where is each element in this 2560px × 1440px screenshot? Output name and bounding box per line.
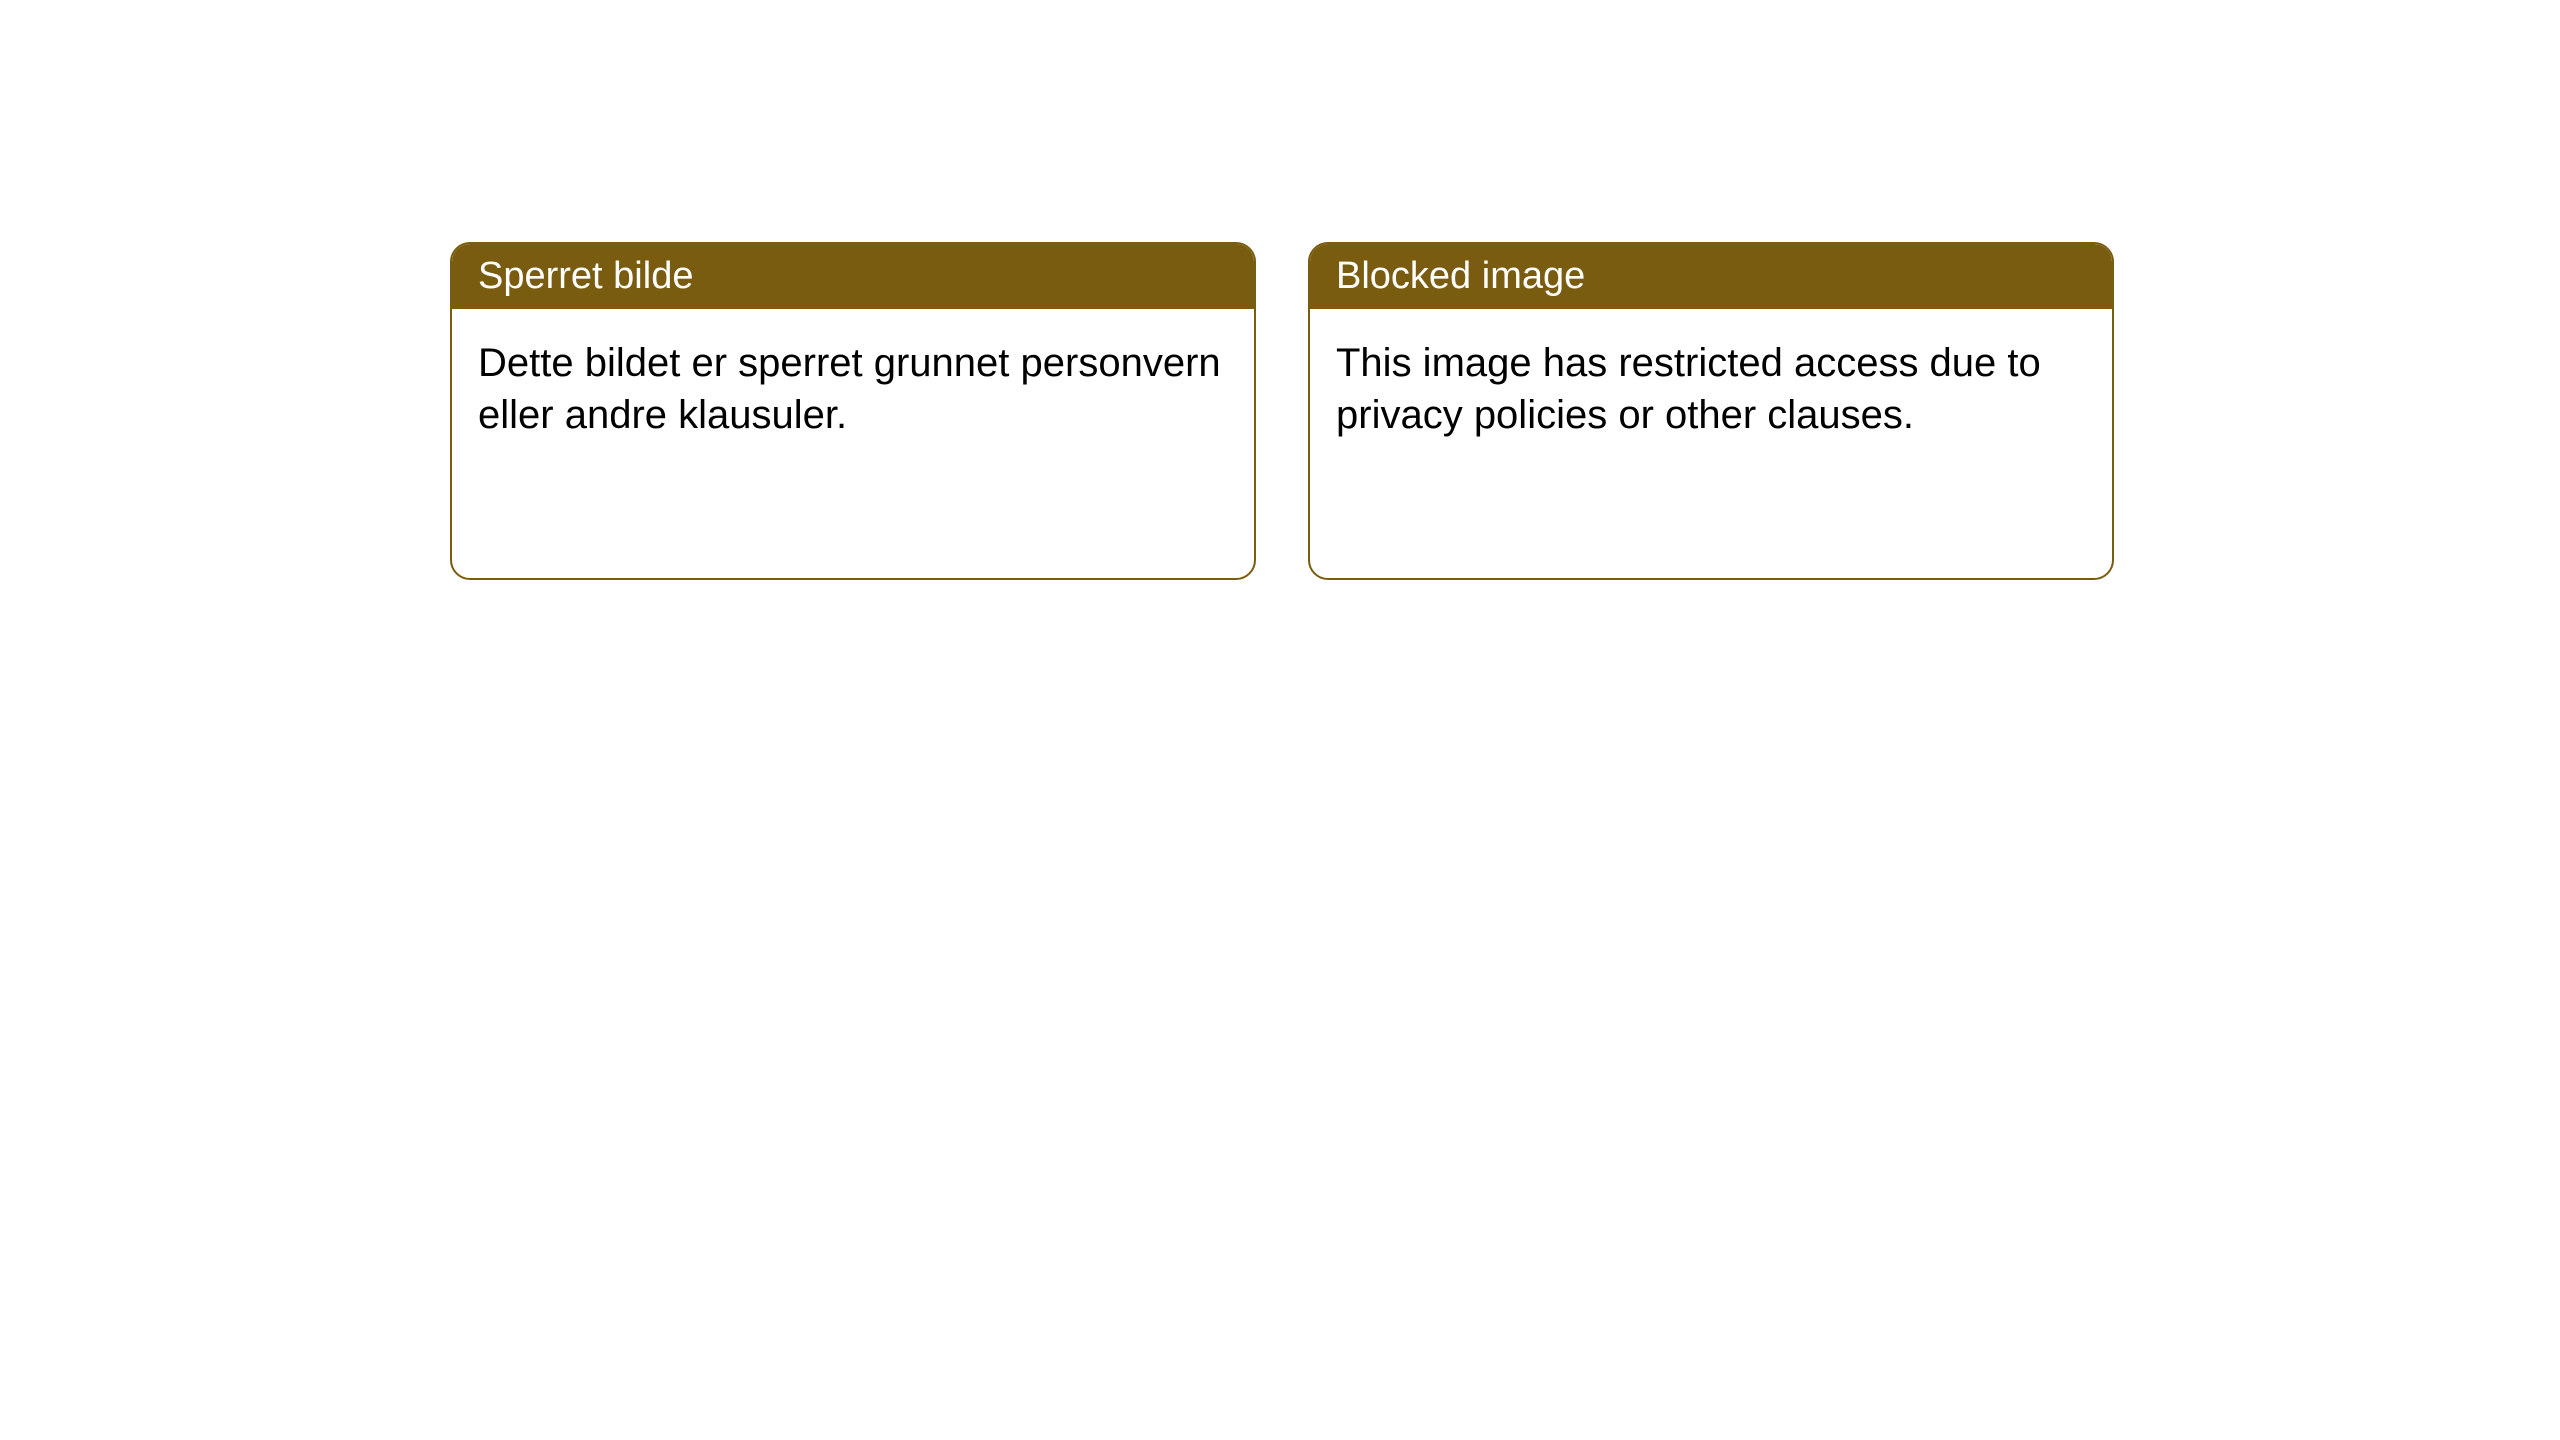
notice-box-english: Blocked image This image has restricted … (1308, 242, 2114, 580)
notice-header-english: Blocked image (1310, 244, 2112, 309)
notice-box-norwegian: Sperret bilde Dette bildet er sperret gr… (450, 242, 1256, 580)
notice-body-norwegian: Dette bildet er sperret grunnet personve… (452, 309, 1254, 469)
notice-body-english: This image has restricted access due to … (1310, 309, 2112, 469)
notices-container: Sperret bilde Dette bildet er sperret gr… (450, 242, 2560, 580)
notice-header-norwegian: Sperret bilde (452, 244, 1254, 309)
